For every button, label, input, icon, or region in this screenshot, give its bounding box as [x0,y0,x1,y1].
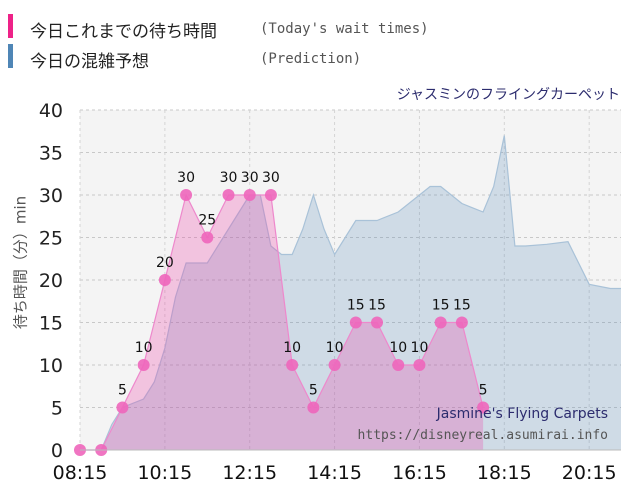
legend-label-actual-en: (Today's wait times) [260,21,429,37]
y-tick-label: 25 [39,228,63,250]
data-label: 15 [453,298,471,314]
data-label: 10 [389,340,407,356]
y-tick-label: 35 [39,143,63,165]
x-tick-label: 10:15 [137,462,192,484]
watermark-attraction-name: Jasmine's Flying Carpets [436,406,608,422]
y-tick-label: 20 [39,270,63,292]
actual-point [328,359,341,371]
x-tick-label: 18:15 [477,462,532,484]
actual-point [158,274,171,286]
legend-swatch-prediction [8,44,13,68]
data-label: 10 [135,340,153,356]
y-tick-label: 5 [51,398,63,420]
actual-point [434,316,447,329]
y-axis-label: 待ち時間（分）min [11,195,30,330]
data-label: 5 [118,383,127,399]
y-tick-label: 10 [39,355,63,377]
actual-point [286,359,299,371]
prediction-line [80,135,621,451]
actual-point [243,189,256,201]
y-tick-label: 40 [39,100,63,122]
y-tick-label: 30 [39,185,63,207]
data-label: 15 [347,298,365,314]
x-tick-label: 08:15 [53,462,108,484]
data-label: 15 [432,298,450,314]
legend-label-prediction: 今日の混雑予想 [30,52,149,72]
data-label: 30 [220,170,238,186]
actual-point [137,359,150,371]
chart-title: ジャスミンのフライングカーペット [396,87,620,103]
data-label: 10 [326,340,344,356]
data-label: 5 [479,383,488,399]
legend-label-prediction-en: (Prediction) [260,51,362,67]
data-label: 10 [411,340,429,356]
x-tick-label: 20:15 [562,462,617,484]
actual-point [413,359,426,371]
data-label: 25 [198,213,216,229]
prediction-area [80,135,621,450]
actual-point [116,401,129,414]
actual-point [201,231,214,244]
actual-area [80,195,484,450]
data-label: 20 [156,255,174,271]
actual-point [392,359,405,371]
legend-swatch-actual [8,14,13,38]
legend-label-actual: 今日これまでの待ち時間 [30,22,217,42]
data-label: 5 [309,383,318,399]
actual-point [222,189,235,201]
data-label: 10 [283,340,301,356]
actual-point [180,189,193,201]
actual-point [349,316,362,329]
x-tick-label: 12:15 [222,462,277,484]
x-tick-label: 14:15 [307,462,362,484]
x-tick-label: 16:15 [392,462,447,484]
actual-point [477,401,490,414]
data-label: 30 [262,170,280,186]
actual-point [264,189,277,201]
data-label: 15 [368,298,386,314]
data-label: 30 [241,170,259,186]
actual-point [371,316,384,329]
y-tick-label: 15 [39,313,63,335]
data-label: 30 [177,170,195,186]
y-tick-label: 0 [51,440,63,462]
actual-point [307,401,320,414]
actual-point [455,316,468,329]
watermark-url: https://disneyreal.asumirai.info [357,428,608,443]
